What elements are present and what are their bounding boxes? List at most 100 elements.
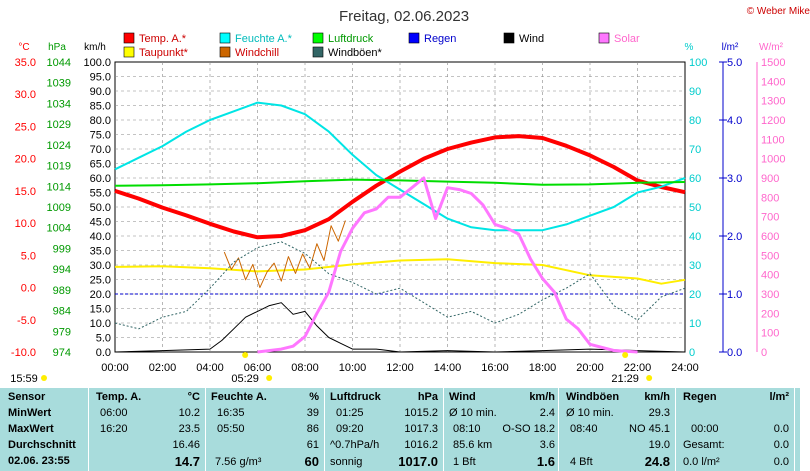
- x-tick-label: 20:00: [576, 362, 604, 374]
- press-tick-label: 1024: [47, 140, 71, 152]
- wind-tick-label: 60.0: [90, 173, 111, 185]
- feuchte-min: 39: [306, 407, 319, 419]
- legend-label: Windböen*: [328, 47, 383, 59]
- row-label-max: MaxWert: [8, 423, 54, 435]
- regen-unit: l/m²: [769, 391, 789, 403]
- wind-tick-label: 0.0: [96, 347, 111, 359]
- wind-col: Wind km/h Ø 10 min. 2.4 08:10 O-SO 18.2 …: [445, 388, 557, 471]
- press-tick-label: 984: [53, 306, 71, 318]
- boeen-max-time: 08:40: [570, 423, 598, 435]
- legend-label: Solar: [614, 33, 640, 45]
- feuchte-abs: 7.56 g/m³: [215, 456, 262, 468]
- row-label-current: 02.06. 23:55: [8, 455, 70, 467]
- chart-title: Freitag, 02.06.2023: [339, 8, 469, 25]
- hum-unit: %: [685, 42, 694, 53]
- solar-tick-label: 1300: [761, 96, 785, 108]
- wind-tick-label: 80.0: [90, 115, 111, 127]
- rain-tick-label: 4.0: [727, 115, 742, 127]
- press-tick-label: 979: [53, 326, 71, 338]
- rain-tick-label: 2.0: [727, 231, 742, 243]
- regen-current: 0.0: [773, 456, 789, 468]
- legend-label: Taupunkt*: [139, 47, 189, 59]
- wind-tick-label: 15.0: [90, 304, 111, 316]
- legend-label: Wind: [519, 33, 544, 45]
- wind-tick-label: 65.0: [90, 159, 111, 171]
- press-tick-label: 1039: [47, 78, 71, 90]
- feuchte-current: 60: [304, 454, 319, 469]
- temp-unit: °C: [187, 391, 200, 403]
- feuchte-max: 86: [306, 423, 319, 435]
- boeen-unit: km/h: [644, 391, 670, 403]
- temp-max: 23.5: [178, 423, 200, 435]
- feuchte-col: Feuchte A. % 16:35 39 05:50 86 61 7.56 g…: [207, 388, 323, 471]
- axes: 00:00 02:00 04:00 06:00 08:00 10:00 12:00 14:00…: [11, 42, 786, 374]
- solar-tick-label: 1400: [761, 76, 785, 88]
- solar-tick-label: 500: [761, 250, 779, 262]
- temp-tick-label: 15.0: [15, 186, 36, 198]
- wind-tick-label: 100.0: [83, 57, 111, 69]
- solar-tick-label: 0: [761, 347, 767, 359]
- legend-swatch: [408, 32, 420, 44]
- regen-header: Regen: [683, 391, 717, 403]
- legend-label: Feuchte A.*: [235, 33, 293, 45]
- temp-tick-label: 0.0: [21, 283, 36, 295]
- x-tick-label: 14:00: [434, 362, 462, 374]
- hum-tick-label: 10: [689, 318, 701, 330]
- legend-swatch: [219, 32, 231, 44]
- hum-tick-label: 60: [689, 173, 701, 185]
- temp-tick-label: 20.0: [15, 154, 36, 166]
- boeen-avg: 19.0: [648, 439, 670, 451]
- temp-tick-label: -10.0: [11, 347, 36, 359]
- wind-avg: 3.6: [539, 439, 555, 451]
- solar-tick-label: 1200: [761, 115, 785, 127]
- feuchte-min-time: 16:35: [217, 407, 245, 419]
- wind-max-time: 08:10: [453, 423, 481, 435]
- series-line-temp-a: [114, 134, 686, 240]
- regen-rate: 0.0 l/m²: [683, 456, 720, 468]
- press-tick-label: 1009: [47, 202, 71, 214]
- hum-tick-label: 30: [689, 260, 701, 272]
- hum-tick-label: 70: [689, 144, 701, 156]
- regen-col: Regen l/m² 00:00 0.0 Gesamt: 0.0 0.0 l/m…: [677, 388, 793, 471]
- press-tick-label: 999: [53, 243, 71, 255]
- wind-tick-label: 90.0: [90, 86, 111, 98]
- boeen-bft: 4 Bft: [570, 456, 593, 468]
- sun-icon: [646, 375, 653, 381]
- press-tick-label: 1019: [47, 161, 71, 173]
- time-marker-label: 15:59: [10, 373, 38, 385]
- feuchte-avg: 61: [306, 439, 319, 451]
- hum-tick-label: 90: [689, 86, 701, 98]
- feuchte-max-time: 05:50: [217, 423, 245, 435]
- x-tick-label: 02:00: [149, 362, 177, 374]
- x-tick-label: 16:00: [481, 362, 509, 374]
- rain-tick-label: 1.0: [727, 289, 742, 301]
- temp-avg: 16.46: [172, 439, 200, 451]
- luftdruck-col: Luftdruck hPa 01:25 1015.2 09:20 1017.3 …: [326, 388, 442, 471]
- solar-tick-label: 1100: [761, 134, 785, 146]
- solar-tick-label: 600: [761, 231, 779, 243]
- luftdruck-unit: hPa: [417, 391, 438, 403]
- temp-tick-label: 35.0: [15, 57, 36, 69]
- legend: Temp. A.* Feuchte A.* Luftdruck Regen Wind So…: [123, 32, 640, 59]
- x-tick-label: 24:00: [671, 362, 699, 374]
- temp-col: Temp. A. °C 06:00 10.2 16:20 23.5 16.46 …: [92, 388, 204, 471]
- press-tick-label: 1044: [47, 57, 71, 69]
- wind-distance: 85.6 km: [453, 439, 493, 451]
- luftdruck-header: Luftdruck: [330, 391, 381, 403]
- legend-swatch: [312, 46, 324, 58]
- hum-tick-label: 20: [689, 289, 701, 301]
- wind-tick-label: 95.0: [90, 72, 111, 84]
- wind-unit: km/h: [84, 42, 106, 53]
- temp-tick-label: -5.0: [17, 315, 36, 327]
- boeen-current: 24.8: [644, 454, 670, 469]
- wind-current: 1.6: [536, 454, 555, 469]
- rain-unit: l/m²: [722, 42, 739, 53]
- wind-tick-label: 70.0: [90, 144, 111, 156]
- luftdruck-min: 1015.2: [404, 407, 438, 419]
- wind-tick-label: 45.0: [90, 217, 111, 229]
- sensor-header: Sensor: [8, 391, 46, 403]
- series-line-windchill: [223, 220, 346, 289]
- sun-marker: [622, 352, 629, 358]
- rain-tick-label: 3.0: [727, 173, 742, 185]
- boeen-header: Windböen: [566, 391, 620, 403]
